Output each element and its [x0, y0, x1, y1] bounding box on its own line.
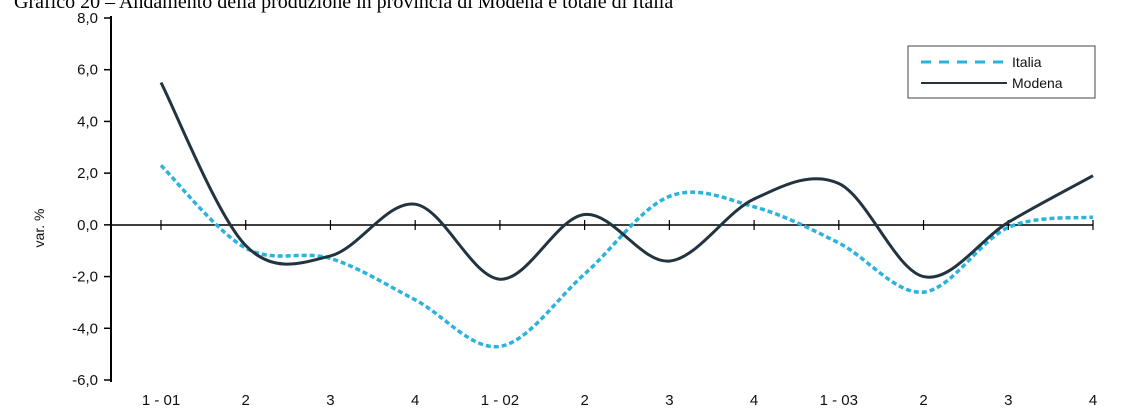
x-tick-label: 3	[326, 392, 334, 409]
legend-label: Modena	[1012, 75, 1063, 91]
y-tick-label: 0,0	[77, 217, 98, 234]
x-tick-label: 4	[411, 392, 419, 409]
y-tick-label: -6,0	[72, 372, 98, 389]
legend: Italia Modena	[907, 45, 1096, 99]
y-tick-label: -4,0	[72, 320, 98, 337]
x-tick-label: 1 - 01	[142, 392, 180, 409]
y-axis-label: var. %	[31, 209, 47, 248]
x-tick-label: 2	[919, 392, 927, 409]
x-tick-label: 2	[242, 392, 250, 409]
series-line-modena	[159, 81, 1094, 281]
series-layer	[159, 81, 1094, 349]
x-tick-label: 4	[750, 392, 758, 409]
legend-label: Italia	[1012, 54, 1042, 70]
x-tick-label: 3	[665, 392, 673, 409]
y-tick-label: -2,0	[72, 269, 98, 286]
x-tick-label: 4	[1089, 392, 1097, 409]
x-tick-label: 1 - 02	[481, 392, 519, 409]
x-axis: 1 - 01 2 3 4 1 - 02 2 3 4 1 - 03 2 3 4	[111, 220, 1097, 409]
chart-title: Grafico 20 – Andamento della produzione …	[14, 0, 674, 13]
x-tick-label: 3	[1004, 392, 1012, 409]
x-tick-label: 1 - 03	[820, 392, 858, 409]
y-tick-label: 6,0	[77, 62, 98, 79]
x-tick-label: 2	[580, 392, 588, 409]
series-line-italia	[159, 164, 1094, 349]
y-tick-label: 4,0	[77, 113, 98, 130]
y-tick-label: 2,0	[77, 165, 98, 182]
y-axis: 8,0 6,0 4,0 2,0 0,0 -2,0 -4,0 -6,0	[72, 10, 112, 389]
y-tick-label: 8,0	[77, 10, 98, 27]
legend-box	[907, 45, 1096, 99]
